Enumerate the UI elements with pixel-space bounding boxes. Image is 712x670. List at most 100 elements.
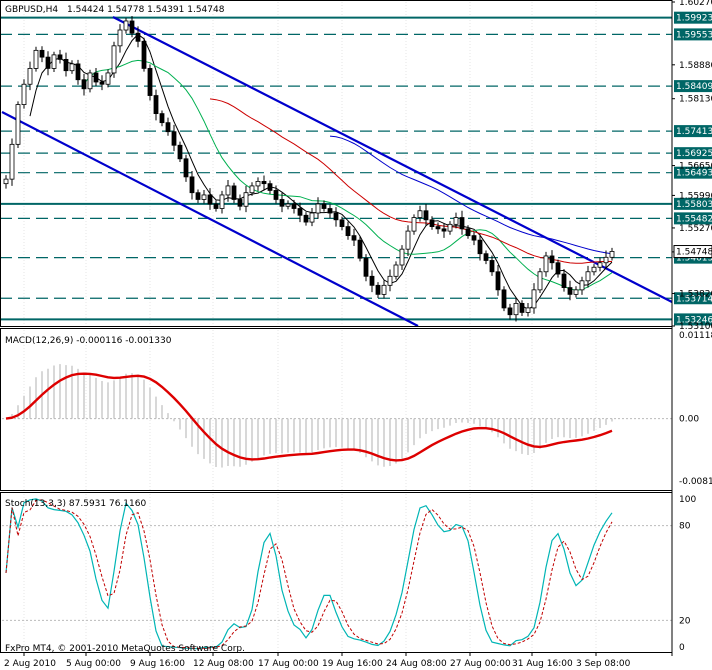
stoch-scale-label-3: 0 xyxy=(679,643,685,653)
candle-body-95 xyxy=(573,289,579,295)
channel-upper xyxy=(112,16,673,303)
candle-body-81 xyxy=(489,260,495,273)
header-symbol: GBPUSD,H4 xyxy=(5,5,58,15)
candle-body-37 xyxy=(225,185,231,196)
level-label-2: 1.58409 xyxy=(676,82,712,92)
candle-body-44 xyxy=(267,183,273,191)
candle-body-23 xyxy=(141,40,147,69)
candle-body-96 xyxy=(579,280,585,291)
candle-body-59 xyxy=(357,239,363,259)
candle-body-40 xyxy=(243,192,249,207)
candle-body-92 xyxy=(555,262,561,275)
moving-average-14 xyxy=(83,59,613,291)
candle-body-5 xyxy=(33,49,39,69)
candle-body-80 xyxy=(483,253,489,261)
level-tag-9 xyxy=(674,292,712,305)
candle-body-98 xyxy=(591,266,597,273)
price-scale-label-5: 1.55270 xyxy=(679,224,712,234)
x-axis-label-7: 27 Aug 00:00 xyxy=(450,659,511,669)
candle-body-42 xyxy=(255,180,261,187)
candle-body-66 xyxy=(399,248,405,266)
candle-body-50 xyxy=(303,214,309,223)
candle-body-72 xyxy=(435,226,441,230)
header-ohlc: 1.54424 1.54778 1.54391 1.54748 xyxy=(67,5,225,15)
price-scale-label-0: 1.60270 xyxy=(679,0,712,8)
candle-body-63 xyxy=(381,284,387,295)
candle-body-88 xyxy=(531,289,537,309)
current-price-label: 1.54748 xyxy=(676,248,712,258)
channel-lower xyxy=(1,111,419,327)
level-label-7: 1.55482 xyxy=(676,214,712,224)
x-axis-label-2: 9 Aug 16:00 xyxy=(130,659,185,669)
price-scale-label-7: 1.53820 xyxy=(679,289,712,299)
candle-body-73 xyxy=(441,228,447,232)
candle-body-28 xyxy=(171,131,177,146)
candle-body-83 xyxy=(501,289,507,309)
candle-body-47 xyxy=(285,203,291,207)
candle-body-86 xyxy=(519,303,525,313)
level-label-4: 1.56925 xyxy=(676,149,712,159)
level-tag-1 xyxy=(674,28,712,41)
level-tag-7 xyxy=(674,212,712,225)
candle-body-70 xyxy=(423,210,429,221)
candle-body-15 xyxy=(93,72,99,83)
candle-body-71 xyxy=(429,219,435,227)
candle-body-79 xyxy=(477,239,483,255)
price-scale-label-1: 1.58880 xyxy=(679,61,712,71)
price-scale-label-3: 1.56650 xyxy=(679,162,712,172)
candle-body-68 xyxy=(411,217,417,232)
level-label-9: 1.53714 xyxy=(676,294,712,304)
candle-body-18 xyxy=(111,45,117,74)
level-tag-10 xyxy=(674,313,712,326)
candle-body-56 xyxy=(339,219,345,227)
candle-body-49 xyxy=(297,208,303,216)
candle-body-100 xyxy=(603,256,609,264)
candle-body-99 xyxy=(597,262,603,268)
x-axis-label-8: 31 Aug 16:00 xyxy=(512,659,573,669)
moving-averages xyxy=(29,33,613,310)
candle-body-8 xyxy=(51,54,57,69)
macd-scale-label-2: -0.008104 xyxy=(679,477,712,487)
candle-body-20 xyxy=(123,20,129,31)
moving-average-5 xyxy=(29,33,613,310)
candle-body-24 xyxy=(147,68,153,96)
level-label-5: 1.56493 xyxy=(676,169,712,179)
candle-body-65 xyxy=(393,264,399,277)
x-axis-label-1: 5 Aug 00:00 xyxy=(66,659,121,669)
candle-body-53 xyxy=(321,203,327,209)
copyright-text: FxPro MT4, © 2001-2010 MetaQuotes Softwa… xyxy=(5,644,245,654)
candle-body-60 xyxy=(363,257,369,277)
candle-body-82 xyxy=(495,271,501,291)
candle-body-31 xyxy=(189,176,195,194)
candle-body-36 xyxy=(219,194,225,209)
candle-body-85 xyxy=(513,303,519,316)
candle-body-75 xyxy=(453,217,459,225)
level-label-0: 1.59923 xyxy=(676,14,712,24)
candle-body-25 xyxy=(153,95,159,115)
candle-body-46 xyxy=(279,199,285,207)
level-tag-5 xyxy=(674,166,712,179)
x-axis-label-9: 3 Sep 08:00 xyxy=(576,659,631,669)
candle-body-39 xyxy=(237,199,243,207)
stoch-label: Stoch(13,3,3) 87.5931 76.1160 xyxy=(5,499,146,509)
level-tag-4 xyxy=(674,147,712,160)
candle-body-90 xyxy=(543,255,549,273)
candle-body-89 xyxy=(537,271,543,291)
candle-body-6 xyxy=(39,49,45,58)
candle-body-84 xyxy=(507,307,513,316)
candle-body-3 xyxy=(21,83,27,105)
macd-scale-label-1: 0.00 xyxy=(679,415,699,425)
candle-body-30 xyxy=(183,158,189,178)
macd-panel: 0.011182 0.00 -0.008104 xyxy=(2,331,712,487)
candle-body-32 xyxy=(195,192,201,200)
candle-body-45 xyxy=(273,190,279,200)
candle-body-17 xyxy=(105,72,111,85)
x-axis-label-4: 17 Aug 00:00 xyxy=(258,659,319,669)
candle-body-22 xyxy=(135,32,141,42)
candle-body-34 xyxy=(207,194,213,205)
moving-average-55 xyxy=(329,135,613,255)
candle-body-13 xyxy=(81,79,87,90)
level-tag-0 xyxy=(674,11,712,24)
level-tag-6 xyxy=(674,197,712,210)
